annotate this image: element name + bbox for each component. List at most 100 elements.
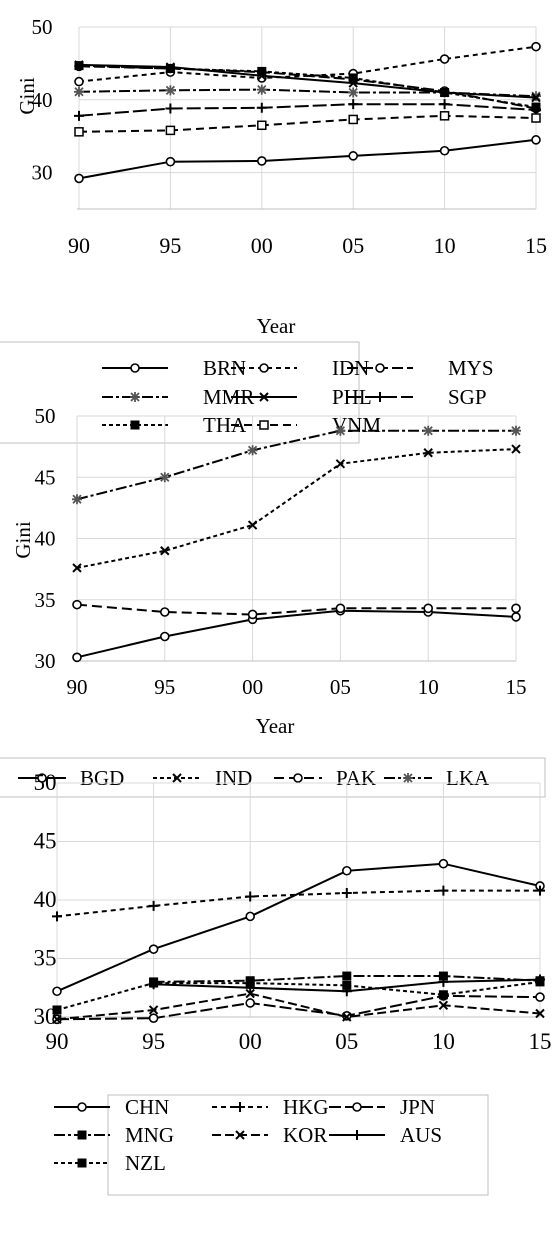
legend-marker — [293, 773, 303, 783]
legend-item-sgp: SGP — [347, 385, 487, 409]
data-point-kor — [438, 1000, 449, 1011]
x-tick-label: 05 — [330, 675, 351, 699]
y-tick-label: 40 — [34, 887, 57, 912]
data-point-mmr — [74, 86, 84, 97]
legend-marker — [235, 1102, 245, 1112]
legend-marker — [235, 1130, 245, 1140]
legend-label: JPN — [400, 1095, 435, 1119]
data-point-idn — [74, 76, 84, 87]
x-tick-label: 05 — [335, 1029, 358, 1054]
legend-item-hkg: HKG — [212, 1095, 329, 1119]
legend-label: CHN — [125, 1095, 169, 1119]
legend-item-kor: KOR — [212, 1123, 327, 1147]
data-point-mmr — [256, 84, 267, 95]
legend-label: PAK — [336, 766, 376, 790]
legend-marker — [259, 363, 269, 373]
legend-label: MNG — [125, 1123, 174, 1147]
series-line-kor — [56, 992, 541, 1021]
legend-label: HKG — [283, 1095, 329, 1119]
chart-panel-3: 30 35 40 45 50 90 95 00 05 10 15 CHN HKG JPN MNG KOR AUS… — [34, 770, 552, 1196]
data-point-mmr — [165, 85, 176, 96]
data-point-lka — [511, 425, 521, 436]
data-point-chn — [245, 911, 255, 922]
data-point-pak — [72, 599, 82, 610]
data-point-ind — [511, 444, 521, 454]
data-point-sgp — [74, 110, 84, 121]
series-hkg — [52, 885, 545, 922]
legend-item-bgd: BGD — [18, 766, 124, 790]
legend-item-brn: BRN — [102, 356, 246, 380]
series-line-pak — [76, 603, 516, 616]
legend-label: SGP — [448, 385, 487, 409]
data-point-chn — [52, 986, 62, 997]
data-point-sgp — [439, 99, 450, 110]
data-point-lka — [247, 445, 258, 456]
x-axis-label: Year — [256, 714, 295, 738]
y-tick-label: 40 — [35, 527, 56, 551]
data-point-brn — [439, 145, 450, 156]
data-point-nzl — [245, 978, 255, 988]
data-point-vnm — [74, 127, 84, 137]
x-tick-label: 00 — [239, 1029, 262, 1054]
data-point-idn — [531, 41, 541, 52]
legend-box — [107, 1094, 489, 1196]
data-point-hkg — [341, 887, 352, 898]
series-mmr — [74, 84, 541, 102]
data-point-hkg — [52, 911, 62, 922]
legend-label: AUS — [400, 1123, 442, 1147]
legend-marker — [77, 1102, 87, 1112]
y-tick-label: 45 — [34, 829, 57, 854]
data-point-ind — [160, 546, 170, 556]
legend-label: VNM — [332, 413, 381, 437]
data-point-bgd — [511, 612, 521, 622]
series-line-brn — [78, 138, 537, 180]
y-tick-label: 35 — [34, 946, 57, 971]
legend-marker — [352, 1130, 362, 1140]
data-point-vnm — [348, 114, 358, 125]
legend-item-jpn: JPN — [329, 1095, 435, 1119]
data-point-jpn — [535, 992, 545, 1002]
data-point-aus — [438, 976, 449, 987]
legend-label: NZL — [125, 1151, 166, 1175]
data-point-tha — [440, 88, 450, 98]
series-chn — [52, 858, 545, 997]
data-point-brn — [348, 151, 359, 161]
data-point-ind — [423, 448, 433, 458]
series-line-phl — [78, 63, 537, 99]
data-point-jpn — [148, 1013, 159, 1023]
data-point-nzl — [149, 978, 159, 988]
legend-item-ind: IND — [153, 766, 252, 790]
legend-item-nzl: NZL — [54, 1151, 166, 1175]
y-tick-label: 50 — [35, 404, 56, 428]
legend-marker — [403, 773, 413, 783]
chart-panel-2: 30 35 40 45 50 90 95 00 05 10 15 Gini Year BGD IND PAK L… — [0, 404, 546, 798]
legend-label: MYS — [448, 356, 494, 380]
x-tick-label: 90 — [46, 1029, 69, 1054]
data-point-vnm — [439, 111, 450, 121]
data-point-ind — [247, 520, 258, 530]
data-point-lka — [335, 425, 346, 436]
legend-marker — [130, 363, 140, 373]
legend-marker — [259, 420, 269, 430]
series-tha — [74, 61, 541, 112]
y-tick-label: 40 — [32, 88, 53, 112]
legend-item-lka: LKA — [384, 766, 490, 790]
data-point-hkg — [245, 891, 256, 902]
y-tick-label: 50 — [34, 770, 57, 795]
data-point-tha — [348, 73, 358, 83]
data-point-lka — [423, 425, 434, 436]
legend-item-tha: THA — [102, 413, 247, 437]
series-pak — [72, 599, 521, 620]
data-point-tha — [531, 102, 541, 112]
data-point-hkg — [438, 885, 449, 896]
x-tick-label: 15 — [529, 1029, 552, 1054]
data-point-brn — [256, 156, 267, 166]
legend-label: KOR — [283, 1123, 327, 1147]
data-point-chn — [438, 858, 449, 869]
data-point-kor — [535, 1008, 545, 1019]
legend-box — [0, 757, 546, 798]
legend-label: THA — [203, 413, 247, 437]
legend-marker — [352, 1102, 362, 1112]
